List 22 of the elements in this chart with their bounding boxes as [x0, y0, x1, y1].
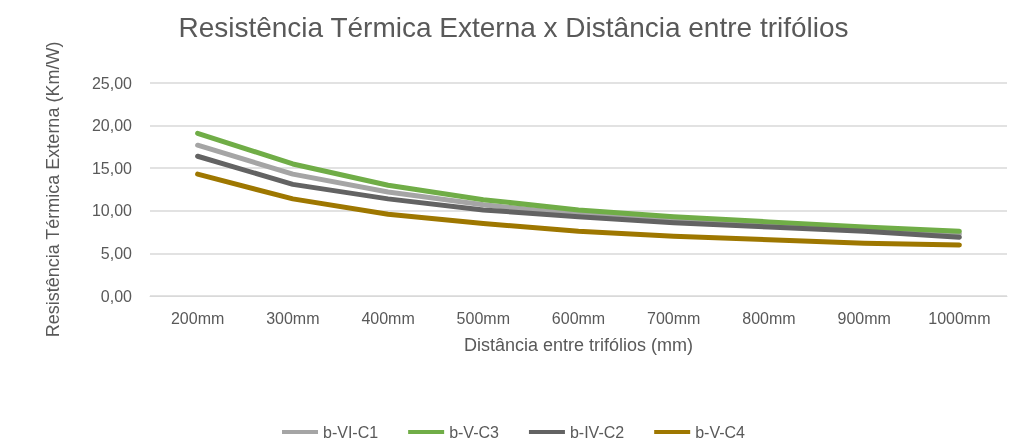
y-axis-title: Resistência Térmica Externa (Km/W) [43, 41, 63, 338]
x-tick-label: 900mm [837, 309, 891, 327]
y-tick-label: 10,00 [91, 202, 133, 220]
chart-title: Resistência Térmica Externa x Distância entre trifólios [178, 11, 849, 43]
x-tick-label: 300mm [266, 309, 320, 327]
y-tick-label: 0,00 [100, 287, 133, 305]
legend-label: b-V-C3 [449, 423, 500, 441]
x-tick-label: 800mm [742, 309, 796, 327]
x-tick-label: 500mm [456, 309, 510, 327]
x-tick-label: 400mm [361, 309, 415, 327]
y-tick-label: 15,00 [91, 159, 133, 177]
legend-label: b-V-C4 [695, 423, 746, 441]
x-tick-label: 600mm [551, 309, 606, 327]
y-tick-label: 5,00 [100, 244, 133, 262]
x-tick-label: 700mm [647, 309, 701, 327]
x-axis-title: Distância entre trifólios (mm) [463, 335, 694, 355]
legend-label: b-VI-C1 [323, 423, 379, 441]
legend-label: b-IV-C2 [569, 423, 625, 441]
y-tick-label: 25,00 [91, 74, 133, 92]
x-tick-label: 200mm [170, 309, 225, 327]
x-tick-label: 1000mm [928, 309, 991, 327]
y-tick-label: 20,00 [91, 117, 133, 135]
